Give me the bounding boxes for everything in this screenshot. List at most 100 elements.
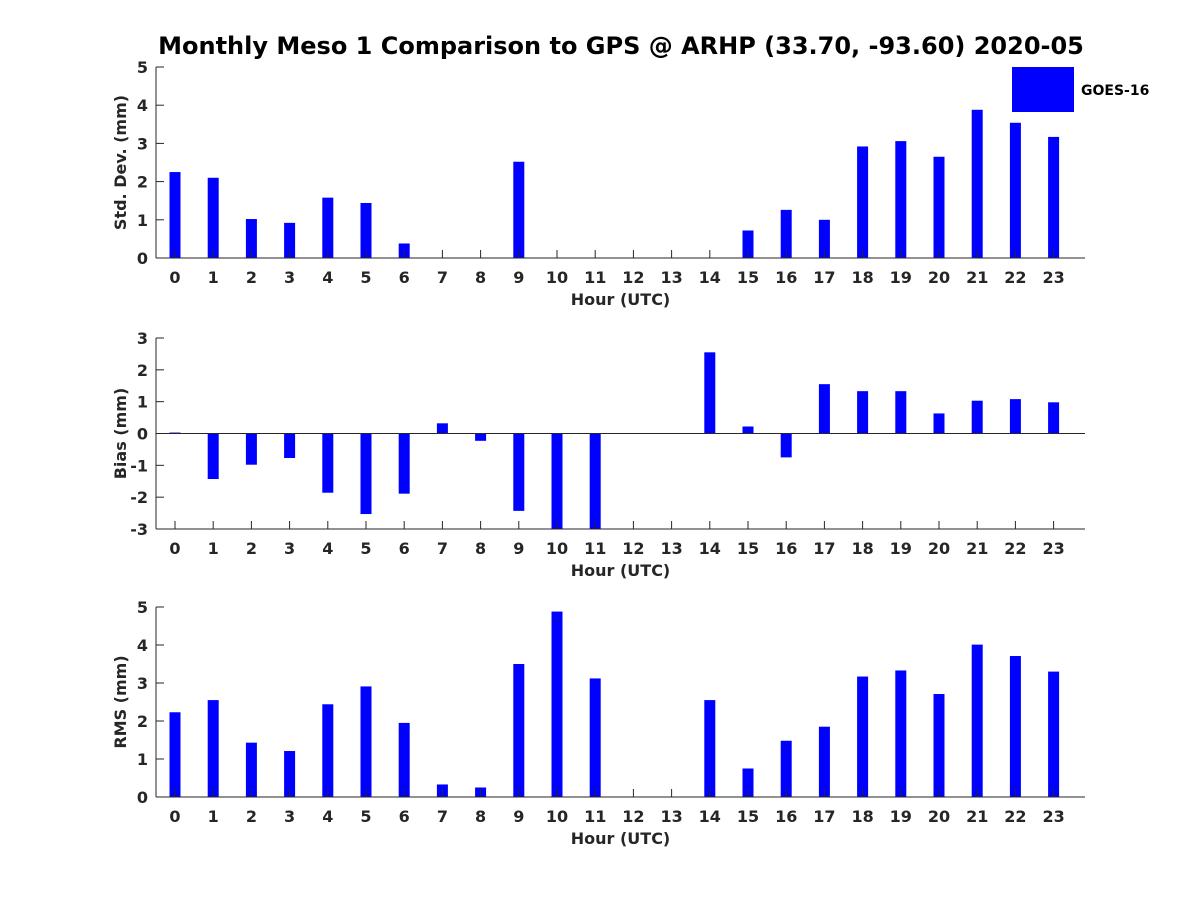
x-tick-label: 21: [966, 539, 988, 558]
y-tick-label: 3: [137, 674, 148, 693]
x-tick-label: 7: [437, 807, 448, 826]
x-tick-label: 0: [169, 539, 180, 558]
bar-hour-17: [818, 726, 830, 797]
x-tick-label: 21: [966, 807, 988, 826]
x-tick-label: 15: [737, 807, 759, 826]
bar-hour-16: [780, 209, 792, 258]
bar-hour-19: [895, 670, 907, 797]
y-tick-label: 0: [137, 788, 148, 807]
x-tick-label: 10: [546, 807, 568, 826]
x-tick-label: 0: [169, 807, 180, 826]
x-tick-label: 22: [1004, 539, 1026, 558]
x-tick-label: 8: [475, 539, 486, 558]
y-tick-label: -3: [130, 520, 148, 539]
x-tick-label: 2: [246, 539, 257, 558]
bar-hour-5: [360, 202, 372, 258]
bar-hour-4: [322, 197, 334, 258]
y-tick-label: 0: [137, 425, 148, 444]
x-tick-label: 16: [775, 539, 797, 558]
y-axis-label: RMS (mm): [111, 655, 130, 748]
x-tick-label: 3: [284, 539, 295, 558]
y-tick-label: 1: [137, 393, 148, 412]
bar-hour-6: [398, 722, 410, 797]
bar-hour-20: [933, 156, 945, 258]
y-tick-label: 3: [137, 329, 148, 348]
x-tick-label: 6: [399, 807, 410, 826]
y-tick-label: 0: [137, 249, 148, 268]
bar-hour-0: [169, 712, 181, 797]
x-tick-label: 9: [513, 268, 524, 287]
bar-hour-23: [1048, 402, 1060, 434]
x-tick-label: 15: [737, 539, 759, 558]
x-tick-label: 21: [966, 268, 988, 287]
x-tick-label: 17: [813, 539, 835, 558]
x-tick-label: 6: [399, 268, 410, 287]
x-tick-label: 10: [546, 268, 568, 287]
x-tick-label: 1: [208, 807, 219, 826]
x-tick-label: 11: [584, 268, 606, 287]
x-tick-label: 12: [622, 807, 644, 826]
y-tick-label: 2: [137, 361, 148, 380]
x-tick-label: 23: [1042, 539, 1064, 558]
x-tick-label: 4: [322, 807, 333, 826]
x-tick-label: 9: [513, 539, 524, 558]
x-tick-label: 1: [208, 539, 219, 558]
y-tick-label: -1: [130, 456, 148, 475]
x-tick-label: 19: [890, 539, 912, 558]
bar-hour-17: [818, 384, 830, 434]
bar-hour-6: [398, 433, 410, 494]
x-tick-label: 20: [928, 807, 950, 826]
bar-hour-1: [207, 700, 219, 797]
x-tick-label: 12: [622, 268, 644, 287]
bar-hour-20: [933, 694, 945, 797]
x-tick-label: 1: [208, 268, 219, 287]
x-tick-label: 4: [322, 268, 333, 287]
bar-hour-10: [551, 611, 563, 797]
x-tick-label: 12: [622, 539, 644, 558]
x-tick-label: 18: [851, 807, 873, 826]
x-tick-label: 14: [699, 539, 721, 558]
bar-hour-21: [971, 109, 983, 258]
x-tick-label: 13: [660, 268, 682, 287]
bar-hour-22: [1009, 656, 1021, 797]
bar-hour-0: [169, 172, 181, 258]
bar-hour-11: [589, 678, 601, 797]
bar-hour-19: [895, 141, 907, 258]
x-tick-label: 22: [1004, 807, 1026, 826]
x-tick-label: 17: [813, 268, 835, 287]
bar-hour-2: [245, 433, 257, 465]
bar-hour-1: [207, 433, 219, 480]
bar-hour-19: [895, 391, 907, 434]
bar-hour-1: [207, 177, 219, 258]
bar-hour-3: [284, 222, 296, 258]
bar-hour-15: [742, 768, 754, 797]
x-axis-label: Hour (UTC): [571, 290, 671, 309]
x-tick-label: 17: [813, 807, 835, 826]
chart-title: Monthly Meso 1 Comparison to GPS @ ARHP …: [158, 32, 1084, 60]
legend: GOES-16: [1012, 67, 1149, 112]
x-tick-label: 4: [322, 539, 333, 558]
x-tick-label: 3: [284, 807, 295, 826]
bar-hour-9: [513, 664, 525, 797]
x-tick-label: 19: [890, 268, 912, 287]
bar-hour-7: [436, 423, 448, 434]
bar-hour-4: [322, 704, 334, 797]
bar-hour-5: [360, 686, 372, 797]
bar-hour-21: [971, 400, 983, 434]
y-tick-label: 5: [137, 598, 148, 617]
x-tick-label: 7: [437, 539, 448, 558]
x-tick-label: 16: [775, 807, 797, 826]
x-tick-label: 14: [699, 268, 721, 287]
y-tick-label: 3: [137, 134, 148, 153]
x-axis-label: Hour (UTC): [571, 829, 671, 848]
x-tick-label: 2: [246, 807, 257, 826]
bar-hour-15: [742, 230, 754, 258]
y-tick-label: 4: [137, 96, 148, 115]
x-tick-label: 8: [475, 268, 486, 287]
y-tick-label: 2: [137, 173, 148, 192]
bar-hour-3: [284, 751, 296, 797]
